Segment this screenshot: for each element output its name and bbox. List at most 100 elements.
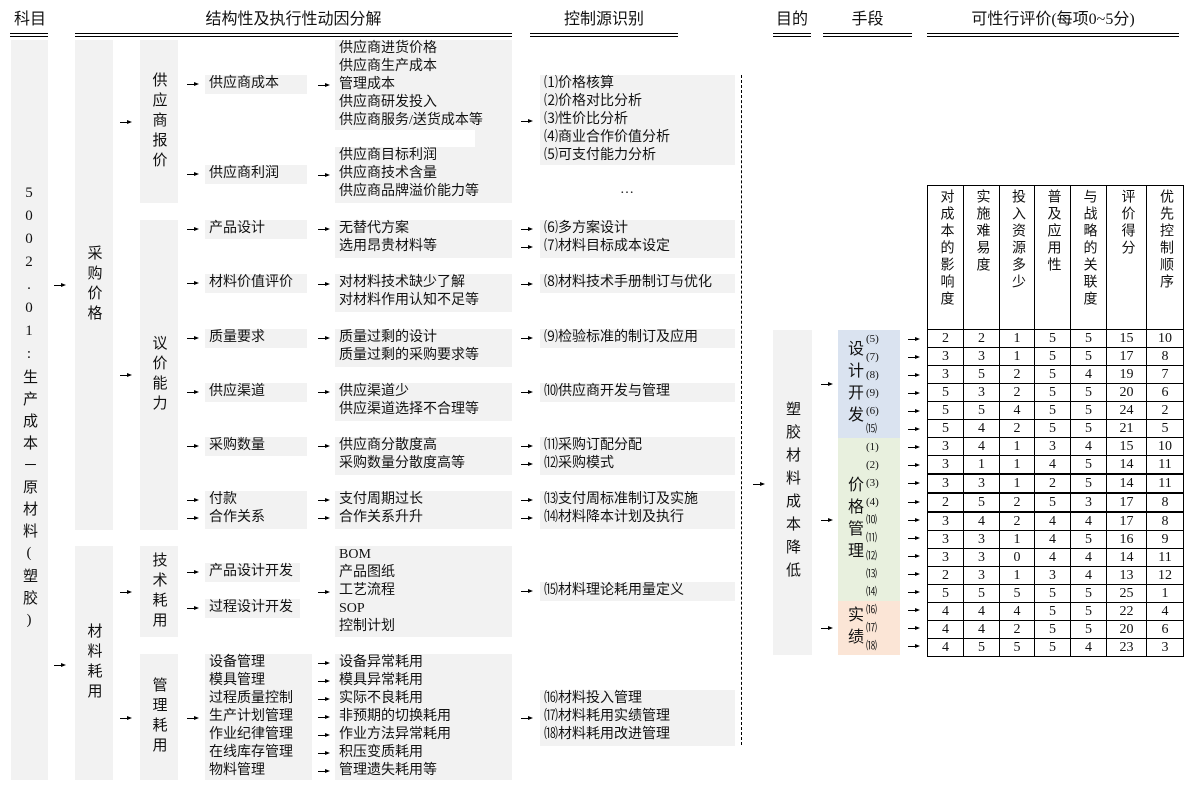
control-source-box: ⑼检验标准的制订及应用 bbox=[540, 329, 735, 348]
table-row: 3 3 0 4 4 14 11 bbox=[927, 548, 1184, 567]
text-line: ⑿采购模式 bbox=[544, 456, 614, 471]
column-header: 投入资源多少 bbox=[999, 185, 1035, 330]
table-row: 2 3 1 3 4 13 12 bbox=[927, 566, 1184, 585]
table-cell: 14 bbox=[1106, 473, 1147, 494]
means-item-ref: ⒅ bbox=[866, 639, 877, 652]
column-header: 对成本的影响度 bbox=[927, 185, 964, 330]
table-cell: 3 bbox=[1034, 566, 1071, 585]
table-cell: 8 bbox=[1146, 347, 1184, 366]
table-cell: 3 bbox=[927, 365, 964, 384]
table-cell: 1 bbox=[1146, 584, 1184, 603]
arrow-right-icon bbox=[187, 570, 199, 574]
text-line: ⑴价格核算 bbox=[544, 76, 614, 91]
table-row: 3 1 1 4 5 14 11 bbox=[927, 455, 1184, 475]
table-cell: 5 bbox=[927, 584, 964, 603]
table-cell: 2 bbox=[1146, 401, 1184, 420]
arrow-right-icon bbox=[187, 498, 199, 502]
table-cell: 8 bbox=[1146, 492, 1184, 513]
table-cell: 15 bbox=[1106, 329, 1147, 348]
text-line: ⑷商业合作价值分析 bbox=[544, 130, 670, 145]
arrow-right-icon bbox=[821, 625, 833, 630]
arrow-right-icon bbox=[187, 390, 199, 394]
text-line: 对材料技术缺少了解 bbox=[339, 275, 465, 290]
table-cell: 4 bbox=[1034, 511, 1071, 531]
text-line: ⒅材料耗用改进管理 bbox=[544, 727, 670, 742]
table-cell: 5 bbox=[1034, 383, 1071, 402]
text-line: 付款 bbox=[209, 492, 237, 507]
text-line: ⑻材料技术手册制订与优化 bbox=[544, 275, 712, 290]
level2-box: 议价能力 bbox=[140, 220, 178, 530]
table-cell: 14 bbox=[1106, 455, 1147, 475]
arrow-right-icon bbox=[318, 83, 330, 87]
arrow-right-icon bbox=[908, 553, 920, 558]
header-divider bbox=[927, 33, 1179, 37]
column-header-label: 对成本的影响度 bbox=[938, 189, 954, 308]
table-cell: 5 bbox=[1034, 419, 1071, 438]
means-item-ref: ⑾ bbox=[866, 531, 877, 544]
level4-box: 对材料技术缺少了解 对材料作用认知不足等 bbox=[335, 274, 512, 312]
level1-material-usage: 材料耗用 bbox=[75, 546, 113, 780]
level3-box: 供应商利润 bbox=[205, 165, 307, 184]
table-cell: 4 bbox=[1070, 365, 1107, 384]
arrow-right-icon bbox=[187, 516, 199, 520]
text-line: 模具异常耗用 bbox=[339, 673, 423, 688]
text-line: 供应商服务/送货成本等 bbox=[339, 113, 483, 128]
table-cell: 5 bbox=[1034, 329, 1071, 348]
text-line: ⑶性价比分析 bbox=[544, 112, 628, 127]
text-line: 过程质量控制 bbox=[209, 691, 293, 706]
dashed-divider bbox=[741, 75, 742, 745]
table-row: 2 2 1 5 5 15 10 bbox=[927, 329, 1184, 348]
level4-box: 供应渠道少 供应渠道选择不合理等 bbox=[335, 383, 512, 421]
text-line: 过程设计开发 bbox=[209, 600, 293, 615]
table-cell: 5 bbox=[1034, 638, 1071, 657]
table-cell: 24 bbox=[1106, 401, 1147, 420]
arrow-right-icon bbox=[908, 355, 920, 360]
table-cell: 5 bbox=[999, 638, 1035, 657]
text-line: 支付周期过长 bbox=[339, 492, 423, 507]
table-cell: 11 bbox=[1146, 473, 1184, 494]
table-cell: 2 bbox=[999, 492, 1035, 513]
arrow-right-icon bbox=[318, 444, 330, 448]
level3-box: 材料价值评价 bbox=[205, 274, 307, 293]
text-line: SOP bbox=[339, 601, 365, 616]
level3-box: 付款 合作关系 bbox=[205, 491, 307, 529]
text-line: ⑺材料目标成本设定 bbox=[544, 239, 670, 254]
table-cell: 5 bbox=[1034, 602, 1071, 621]
table-cell: 3 bbox=[963, 566, 1000, 585]
arrow-right-icon bbox=[908, 391, 920, 396]
table-row: 5 5 4 5 5 24 2 bbox=[927, 401, 1184, 420]
table-cell: 2 bbox=[963, 329, 1000, 348]
means-item-ref: (4) bbox=[866, 495, 879, 508]
table-cell: 3 bbox=[963, 548, 1000, 567]
table-cell: 16 bbox=[1106, 530, 1147, 549]
level4-box: 设备异常耗用 模具异常耗用 实际不良耗用 非预期的切换耗用 作业方法异常耗用 积压变质耗用… bbox=[335, 654, 512, 780]
arrow-right-icon bbox=[908, 517, 920, 522]
level4-box: 供应商进货价格 供应商生产成本 管理成本 供应商研发投入 供应商服务/送货成本等 bbox=[335, 40, 483, 130]
text-line: ⒃材料投入管理 bbox=[544, 691, 642, 706]
arrow-right-icon bbox=[821, 517, 833, 522]
text-line: 质量过剩的采购要求等 bbox=[339, 348, 479, 363]
table-row: 3 3 1 4 5 16 9 bbox=[927, 530, 1184, 549]
table-row: 3 3 1 5 5 17 8 bbox=[927, 347, 1184, 366]
text-line: 供应商目标利润 bbox=[339, 148, 437, 163]
table-cell: 4 bbox=[963, 437, 1000, 456]
table-cell: 4 bbox=[999, 401, 1035, 420]
column-header-label: 实施难易度 bbox=[974, 189, 990, 274]
table-cell: 5 bbox=[1070, 602, 1107, 621]
arrow-right-icon bbox=[521, 462, 533, 466]
goal-box: 塑胶材料成本降低 bbox=[773, 330, 812, 655]
text-line: 模具管理 bbox=[209, 673, 265, 688]
arrow-right-icon bbox=[187, 336, 199, 340]
table-cell: 22 bbox=[1106, 602, 1147, 621]
text-line: 积压变质耗用 bbox=[339, 745, 423, 760]
table-cell: 5 bbox=[1070, 329, 1107, 348]
control-source-box: ⑴价格核算 ⑵价格对比分析 ⑶性价比分析 ⑷商业合作价值分析 ⑸可支付能力分析 bbox=[540, 75, 735, 165]
table-cell: 1 bbox=[963, 455, 1000, 475]
arrow-right-icon bbox=[318, 498, 330, 502]
arrow-right-icon bbox=[521, 282, 533, 286]
means-item-ref: ⒃ bbox=[866, 603, 877, 616]
table-cell: 5 bbox=[1070, 620, 1107, 639]
table-cell: 11 bbox=[1146, 548, 1184, 567]
text-line: 供应商技术含量 bbox=[339, 166, 437, 181]
text-line: 非预期的切换耗用 bbox=[339, 709, 451, 724]
